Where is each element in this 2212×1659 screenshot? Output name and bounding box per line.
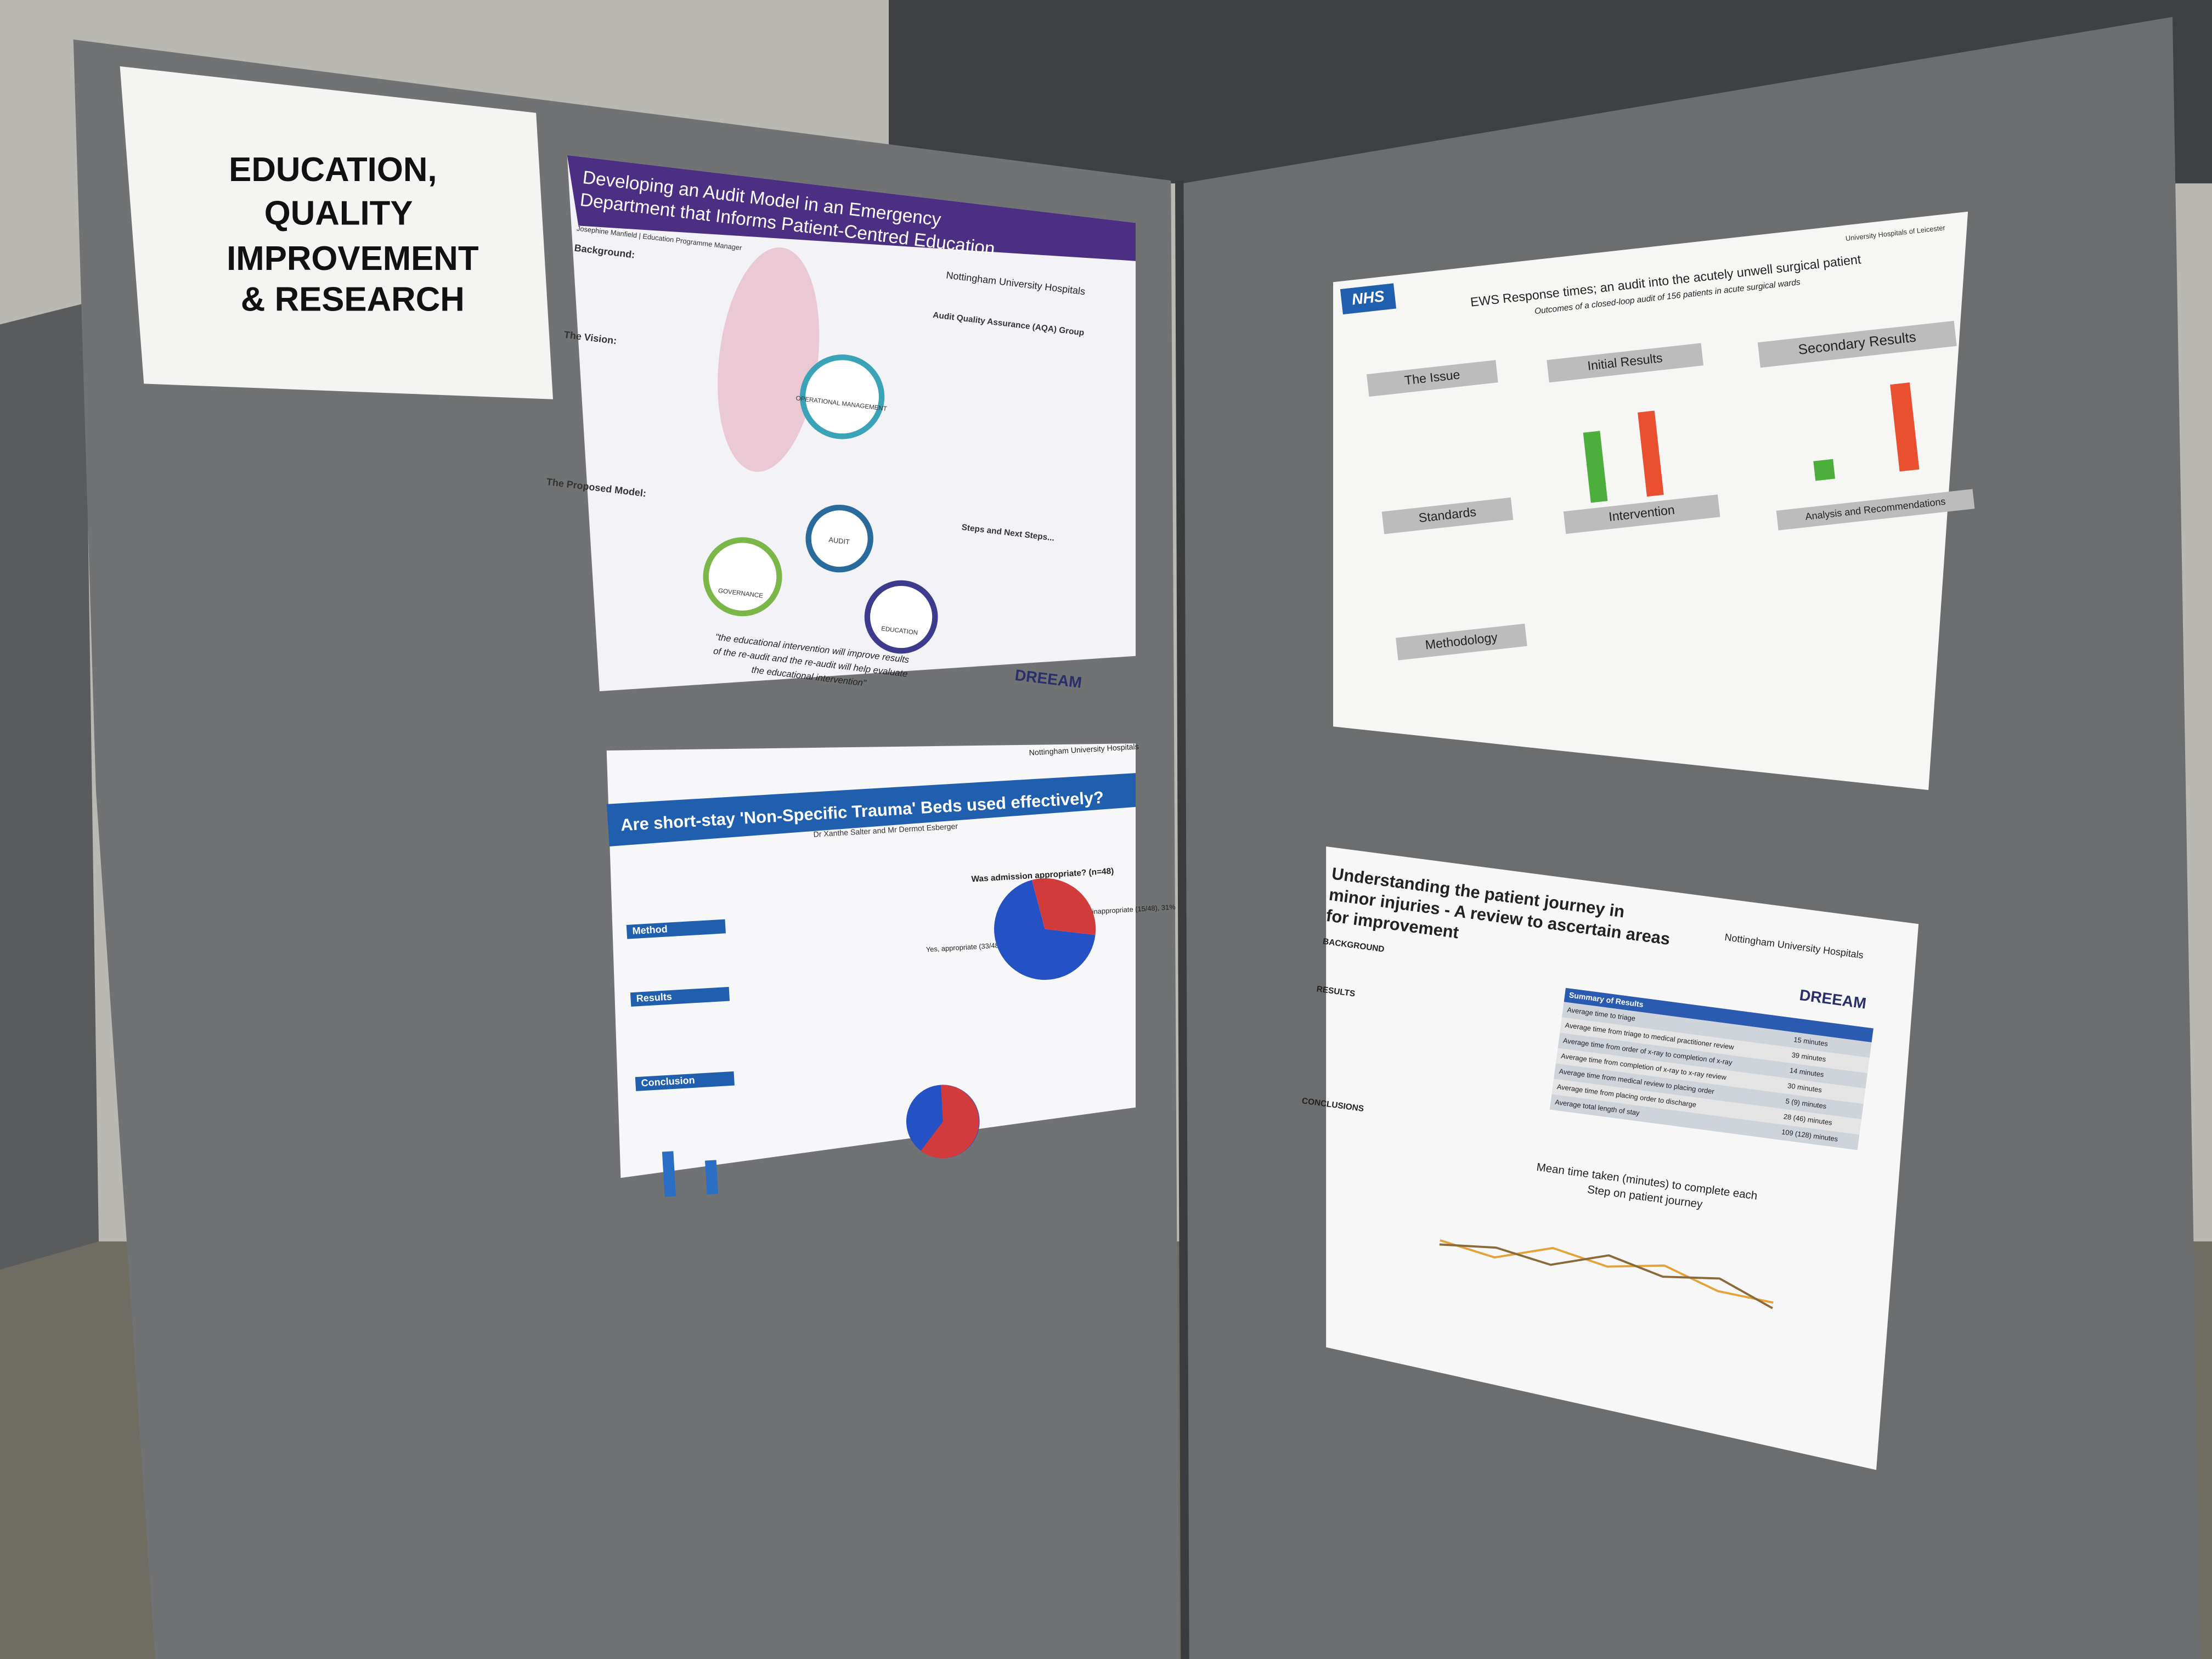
table-row xyxy=(1555,1048,1866,1104)
decoration-bar xyxy=(662,1151,676,1197)
section-band xyxy=(1757,320,1957,368)
poster xyxy=(606,743,1136,1178)
decoration-line xyxy=(1440,1239,1774,1304)
pie-slice xyxy=(1031,878,1096,935)
title-band xyxy=(567,155,1136,261)
diagram-label: AUDIT xyxy=(828,535,850,546)
decoration-line xyxy=(1439,1243,1773,1310)
poster xyxy=(1326,846,1919,1470)
table-row xyxy=(1549,1094,1860,1150)
summary-table: Summary of Results Average time to triag… xyxy=(1549,988,1874,1150)
section-band xyxy=(630,986,730,1007)
table-row xyxy=(1561,1002,1872,1058)
table-row xyxy=(1554,1063,1864,1120)
diagram-node xyxy=(703,537,782,617)
decoration-bar xyxy=(1890,382,1920,472)
pie-chart xyxy=(994,878,1096,980)
logo: NHS xyxy=(1351,287,1385,308)
section-band xyxy=(626,919,726,939)
table-header xyxy=(1564,988,1874,1043)
decoration-bar xyxy=(1583,431,1608,503)
table-row xyxy=(1551,1079,1862,1135)
sign-line: IMPROVEMENT xyxy=(227,240,479,278)
decoration-pie xyxy=(921,1085,979,1159)
sign-line: EDUCATION, xyxy=(229,151,437,189)
section-band xyxy=(1396,623,1527,661)
decoration-bar xyxy=(1638,410,1664,497)
table-row xyxy=(1560,1017,1870,1074)
section-band xyxy=(1563,494,1720,534)
sign-text: EDUCATION, QUALITY IMPROVEMENT & RESEARC… xyxy=(227,151,479,319)
sign xyxy=(120,66,554,399)
section-band xyxy=(1367,360,1498,397)
section-band xyxy=(1547,343,1703,383)
table-row xyxy=(1558,1032,1868,1089)
logo-box xyxy=(1340,283,1397,315)
section-heading: Results xyxy=(636,991,672,1004)
pie-slice xyxy=(994,880,1096,980)
sign-line: QUALITY xyxy=(264,195,413,233)
section-band xyxy=(1381,497,1514,534)
section-heading: Method xyxy=(632,923,668,936)
title-band xyxy=(606,773,1136,847)
section-band xyxy=(635,1071,735,1091)
sign-line: & RESEARCH xyxy=(241,281,465,319)
diagram-node xyxy=(805,504,873,573)
decoration xyxy=(718,247,820,472)
decoration-bar xyxy=(1813,459,1836,481)
diagram-node xyxy=(864,580,938,654)
diagram-node xyxy=(799,354,885,439)
back-board xyxy=(0,303,99,1270)
decoration-bar xyxy=(705,1160,719,1195)
board-joint xyxy=(1175,180,1189,1659)
section-band xyxy=(1776,489,1975,531)
